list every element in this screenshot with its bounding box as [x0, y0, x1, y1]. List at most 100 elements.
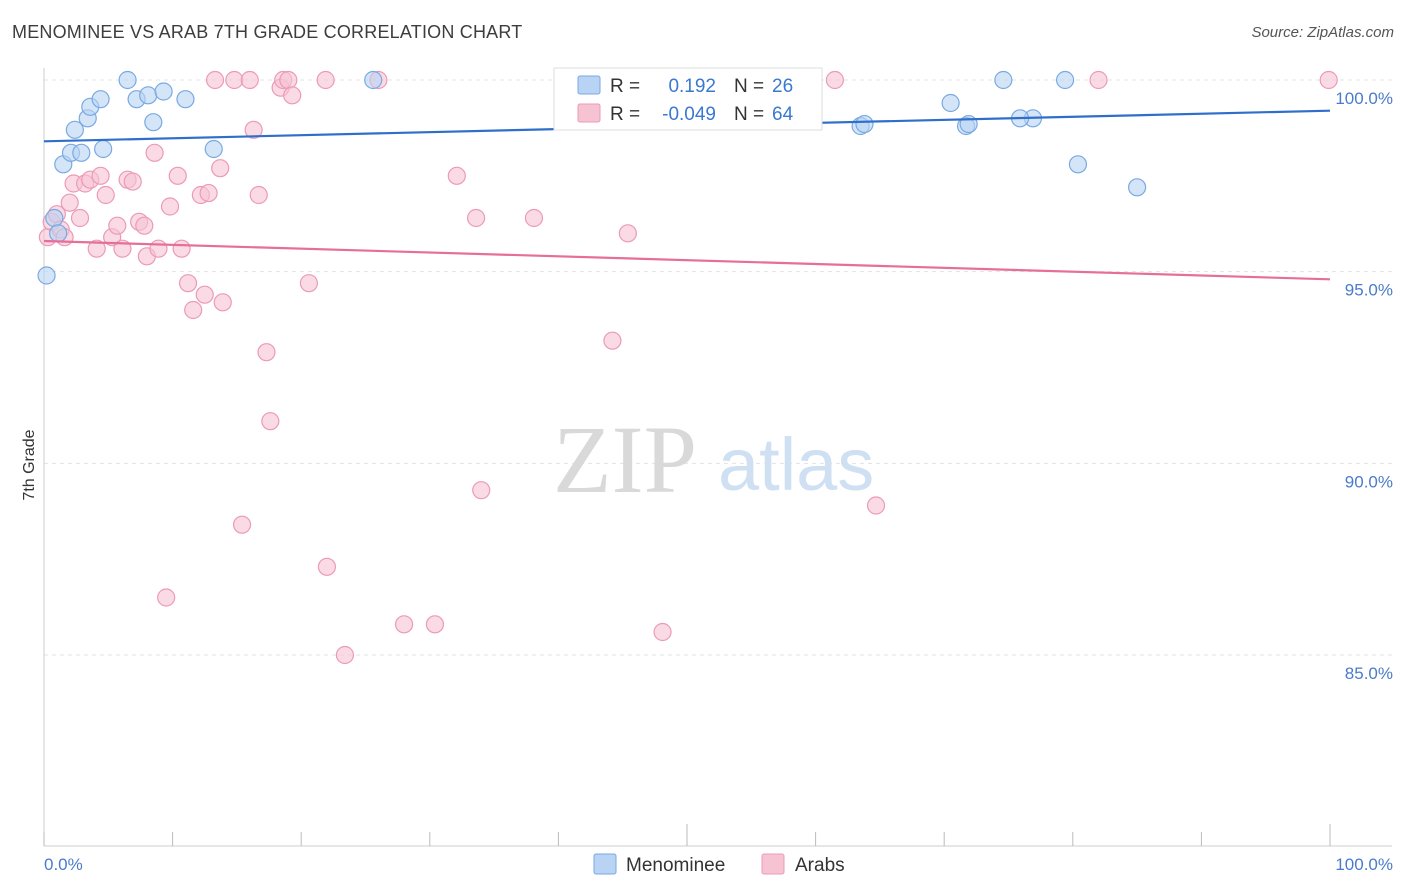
arabs-point-45	[283, 86, 302, 105]
menominee-point-9	[91, 90, 110, 109]
series-legend-label-arabs: Arabs	[795, 855, 845, 876]
arabs-point-40	[257, 343, 276, 362]
series-legend-swatch-arabs	[761, 853, 785, 875]
legend-n-label-menominee: N =	[734, 76, 764, 97]
arabs-point-19	[135, 216, 154, 235]
arabs-point-37	[240, 70, 259, 90]
arabs-point-36	[232, 515, 252, 534]
menominee-point-27	[1127, 178, 1147, 197]
arabs-point-21	[145, 143, 164, 162]
arabs-point-58	[618, 224, 637, 243]
arabs-point-30	[195, 285, 214, 304]
stats-legend: R = 0.192 N = 26 R = -0.049 N = 64	[553, 67, 823, 131]
menominee-point-21	[941, 93, 960, 113]
arabs-points	[38, 70, 1338, 665]
series-legend-swatch-menominee	[593, 853, 617, 875]
menominee-point-0	[37, 266, 56, 285]
menominee-point-18	[364, 70, 383, 90]
arabs-point-14	[108, 216, 127, 235]
arabs-point-34	[213, 293, 232, 312]
legend-r-value-arabs: -0.049	[662, 104, 716, 125]
y-axis-label: 7th Grade	[21, 429, 38, 500]
arabs-point-41	[261, 412, 280, 431]
arabs-point-52	[425, 615, 445, 634]
arabs-point-61	[825, 70, 844, 90]
arabs-point-12	[96, 185, 115, 205]
menominee-point-16	[176, 90, 195, 109]
arabs-point-26	[172, 239, 191, 258]
arabs-point-11	[91, 166, 110, 185]
legend-r-label-menominee: R =	[610, 76, 640, 97]
menominee-point-14	[144, 113, 163, 132]
chart-title: MENOMINEE VS ARAB 7TH GRADE CORRELATION …	[12, 22, 523, 42]
legend-n-value-arabs: 64	[772, 104, 794, 125]
menominee-point-25	[1055, 70, 1075, 90]
arabs-point-47	[316, 70, 335, 90]
arabs-point-27	[178, 274, 198, 293]
source-label: Source: ZipAtlas.com	[1251, 24, 1394, 41]
arabs-point-38	[244, 120, 263, 139]
arabs-point-5	[60, 193, 79, 212]
legend-n-label-arabs: N =	[734, 104, 764, 125]
legend-swatch-menominee	[577, 75, 601, 95]
arabs-point-31	[199, 183, 218, 203]
axes	[43, 68, 1392, 847]
x-tick-labels: 0.0% 100.0%	[44, 855, 1393, 874]
y-tick-labels: 100.0% 95.0% 90.0% 85.0%	[1335, 89, 1393, 683]
menominee-point-13	[139, 86, 158, 105]
arabs-point-23	[157, 588, 176, 607]
arabs-point-7	[70, 208, 90, 228]
menominee-point-26	[1068, 155, 1088, 174]
arabs-point-33	[211, 159, 230, 178]
arabs-point-39	[249, 185, 268, 205]
arabs-point-49	[335, 645, 355, 665]
legend-n-value-menominee: 26	[772, 76, 793, 97]
series-legend-label-menominee: Menominee	[626, 855, 725, 876]
arabs-point-60	[653, 622, 672, 642]
arabs-point-53	[447, 166, 466, 185]
arabs-point-22	[149, 239, 168, 258]
arabs-point-46	[299, 274, 319, 293]
grid-lines	[44, 79, 1392, 656]
arabs-point-62	[866, 496, 886, 515]
y-tick-label-2: 90.0%	[1345, 472, 1393, 491]
y-tick-label-3: 85.0%	[1345, 664, 1393, 683]
arabs-point-10	[87, 239, 106, 258]
menominee-point-6	[72, 143, 91, 162]
menominee-point-11	[118, 70, 137, 90]
menominee-point-10	[94, 139, 113, 159]
arabs-point-44	[279, 70, 298, 90]
arabs-point-24	[160, 197, 180, 216]
arabs-point-51	[394, 615, 414, 634]
arabs-point-55	[472, 481, 491, 500]
menominee-point-5	[65, 120, 84, 139]
arabs-point-54	[466, 208, 486, 228]
watermark-atlas: atlas	[718, 423, 874, 506]
arabs-point-25	[168, 166, 187, 185]
arabs-point-35	[225, 70, 244, 90]
legend-r-value-menominee: 0.192	[668, 76, 716, 97]
legend-r-label-arabs: R =	[610, 104, 640, 125]
y-tick-label-0: 100.0%	[1335, 89, 1393, 108]
arabs-point-64	[1319, 70, 1338, 90]
arabs-point-48	[317, 557, 337, 576]
arabs-point-56	[524, 208, 544, 228]
menominee-point-24	[994, 70, 1013, 90]
x-tick-label-0: 0.0%	[44, 855, 83, 874]
arabs-point-57	[603, 331, 622, 350]
menominee-point-2	[49, 224, 68, 243]
arabs-point-63	[1089, 70, 1108, 90]
menominee-point-17	[204, 139, 223, 159]
series-legend: Menominee Arabs	[593, 853, 845, 876]
y-tick-label-1: 95.0%	[1345, 281, 1393, 300]
x-tick-label-1: 100.0%	[1335, 855, 1393, 874]
arabs-point-32	[205, 70, 225, 90]
arabs-point-17	[123, 172, 142, 191]
menominee-point-20	[855, 114, 874, 134]
legend-swatch-arabs	[577, 103, 601, 123]
arabs-point-28	[184, 300, 203, 320]
arabs-trend-line	[43, 239, 1331, 281]
watermark-zip: ZIP	[553, 406, 697, 513]
menominee-point-1	[45, 208, 64, 228]
